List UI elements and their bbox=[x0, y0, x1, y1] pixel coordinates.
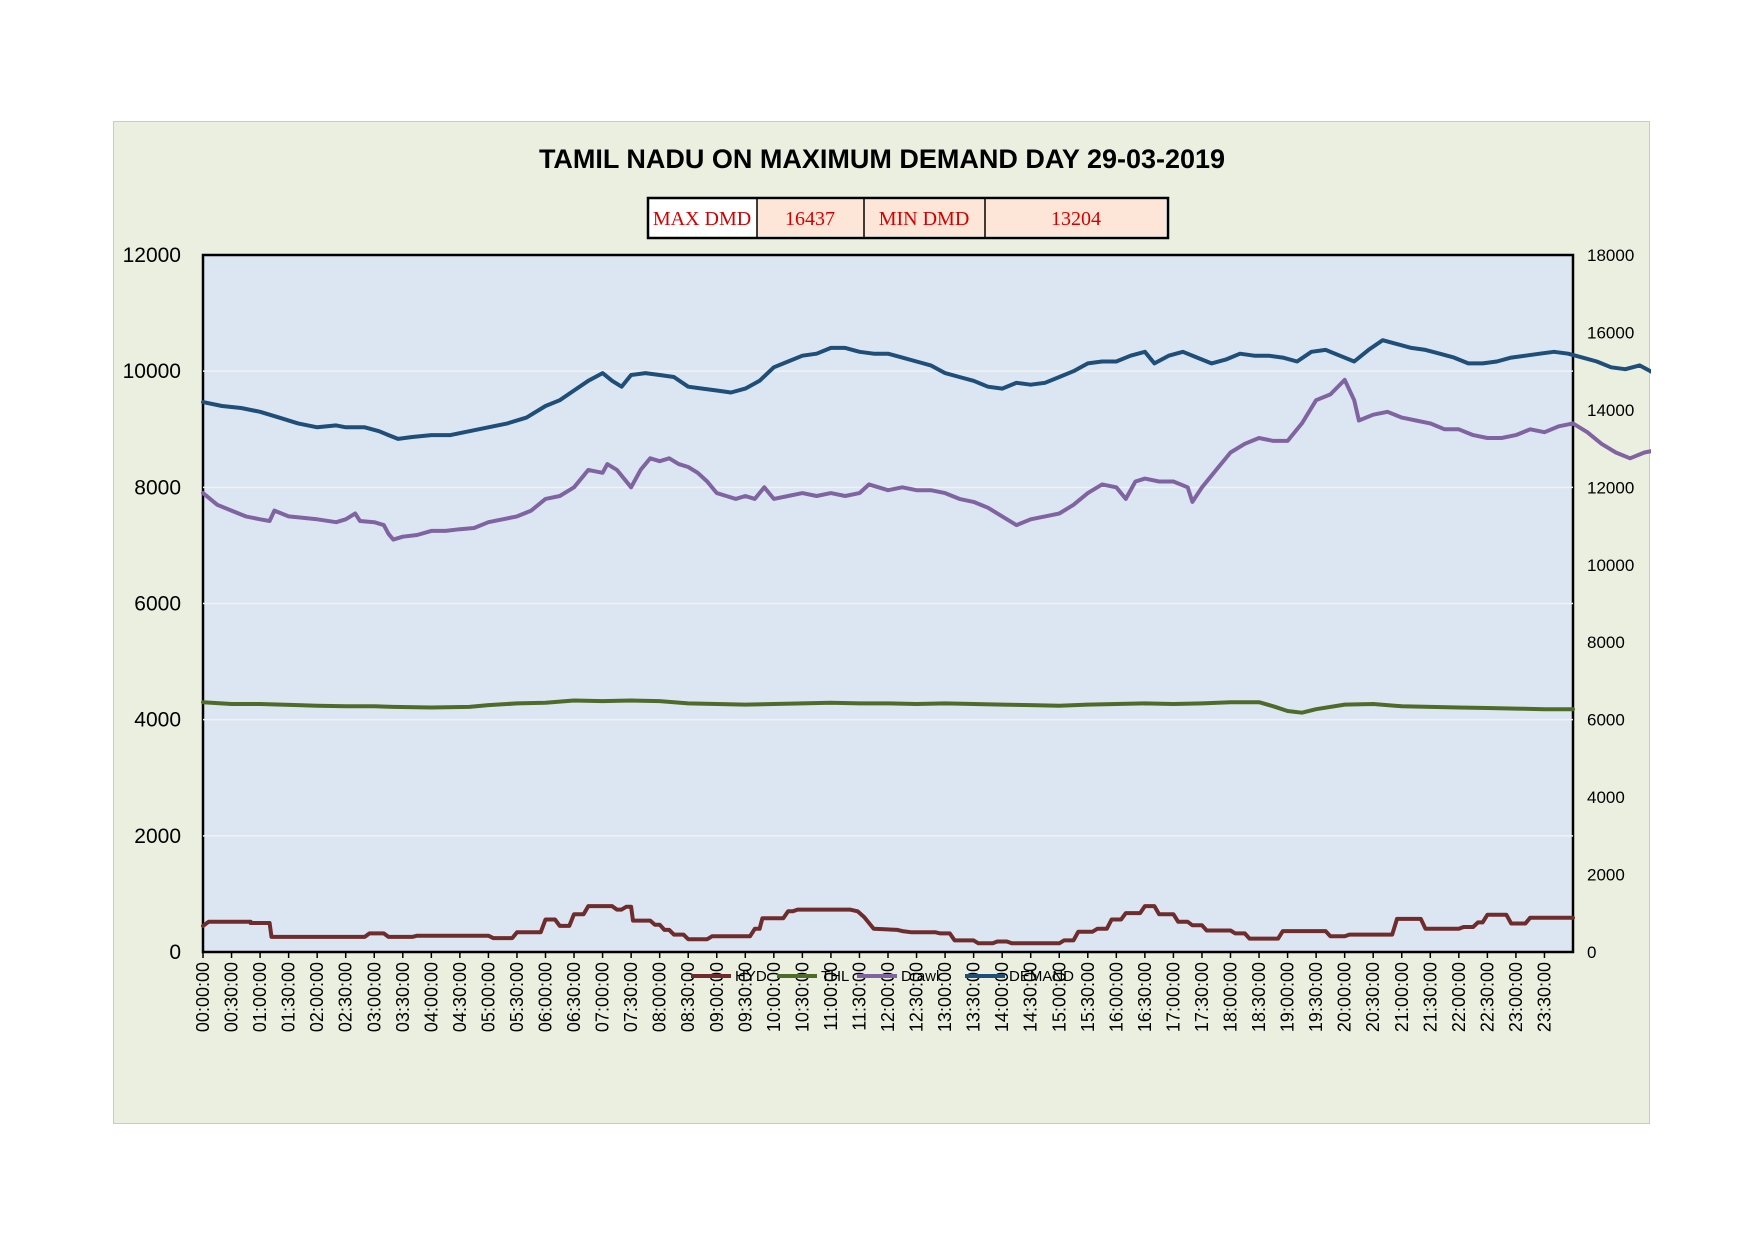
min-dmd-value: 13204 bbox=[1051, 208, 1101, 230]
legend-label-hyd: HYD bbox=[735, 968, 767, 985]
gridlines bbox=[203, 370, 1573, 837]
x-tick-label: 17:00:00 bbox=[1163, 962, 1183, 1032]
legend-label-thl: THL bbox=[821, 968, 849, 985]
x-tick-label: 08:30:00 bbox=[678, 962, 698, 1032]
x-tick-label: 11:00:00 bbox=[821, 962, 841, 1031]
x-tick-label: 02:00:00 bbox=[307, 962, 327, 1032]
x-tick-label: 17:30:00 bbox=[1192, 962, 1212, 1032]
series-line-drawl bbox=[201, 377, 1651, 542]
x-tick-label: 19:30:00 bbox=[1306, 962, 1326, 1032]
series-line-hyd bbox=[201, 904, 1575, 946]
x-tick-label: 10:00:00 bbox=[764, 962, 784, 1032]
x-tick-label: 04:30:00 bbox=[450, 962, 470, 1032]
x-tick-label: 14:30:00 bbox=[1021, 962, 1041, 1032]
x-tick-label: 20:00:00 bbox=[1335, 962, 1355, 1032]
x-tick-label: 03:00:00 bbox=[364, 962, 384, 1032]
x-tick-label: 06:30:00 bbox=[564, 962, 584, 1032]
legend-label-demand: DEMAND bbox=[1009, 968, 1074, 985]
x-tick-label: 09:00:00 bbox=[707, 962, 727, 1032]
x-tick-label: 12:00:00 bbox=[878, 962, 898, 1032]
x-tick-label: 11:30:00 bbox=[849, 962, 869, 1031]
left-tick-label: 10000 bbox=[123, 360, 181, 383]
x-tick-label: 09:30:00 bbox=[735, 962, 755, 1032]
right-tick-label: 6000 bbox=[1587, 711, 1625, 730]
x-axis: 00:00:00 00:30:00 01:00:00 01:30:00 02:00:00… bbox=[193, 952, 1554, 1032]
x-tick-label: 16:00:00 bbox=[1106, 962, 1126, 1032]
x-tick-label: 13:30:00 bbox=[964, 962, 984, 1032]
stats-box: MAX DMD 16437 MIN DMD 13204 bbox=[646, 196, 1170, 240]
x-tick-label: 23:30:00 bbox=[1534, 962, 1554, 1032]
x-tick-label: 15:30:00 bbox=[1078, 962, 1098, 1032]
x-tick-label: 13:00:00 bbox=[935, 962, 955, 1032]
x-tick-label: 18:30:00 bbox=[1249, 962, 1269, 1032]
left-tick-label: 12000 bbox=[123, 244, 181, 267]
left-tick-label: 4000 bbox=[134, 709, 181, 732]
right-tick-label: 4000 bbox=[1587, 788, 1625, 807]
left-tick-label: 6000 bbox=[134, 593, 181, 616]
x-tick-label: 14:00:00 bbox=[992, 962, 1012, 1032]
x-tick-label: 21:30:00 bbox=[1420, 962, 1440, 1032]
right-tick-label: 14000 bbox=[1587, 401, 1634, 420]
x-tick-label: 07:00:00 bbox=[593, 962, 613, 1032]
x-tick-label: 20:30:00 bbox=[1363, 962, 1383, 1032]
chart-title: TAMIL NADU ON MAXIMUM DEMAND DAY 29-03-2… bbox=[539, 144, 1225, 174]
x-tick-label: 05:30:00 bbox=[507, 962, 527, 1032]
x-tick-label: 15:00:00 bbox=[1049, 962, 1069, 1032]
x-tick-label: 05:00:00 bbox=[478, 962, 498, 1032]
left-tick-label: 2000 bbox=[134, 825, 181, 848]
legend: HYD THL Drawl DEMAND bbox=[691, 968, 1074, 985]
x-tick-label: 06:00:00 bbox=[536, 962, 556, 1032]
x-tick-label: 04:00:00 bbox=[421, 962, 441, 1032]
min-dmd-label: MIN DMD bbox=[879, 208, 970, 230]
x-tick-label: 18:00:00 bbox=[1221, 962, 1241, 1032]
left-tick-label: 0 bbox=[169, 941, 181, 964]
right-axis: 0 2000 4000 6000 8000 10000 12000 14000 16000 180… bbox=[1587, 246, 1634, 962]
left-tick-label: 8000 bbox=[134, 476, 181, 499]
right-tick-label: 12000 bbox=[1587, 478, 1634, 497]
left-axis: 0 2000 4000 6000 8000 10000 12000 bbox=[123, 244, 181, 964]
max-dmd-label: MAX DMD bbox=[653, 208, 751, 230]
x-tick-label: 01:00:00 bbox=[250, 962, 270, 1032]
right-tick-label: 2000 bbox=[1587, 866, 1625, 885]
x-tick-label: 08:00:00 bbox=[650, 962, 670, 1032]
series-lines bbox=[201, 338, 1651, 946]
right-tick-label: 8000 bbox=[1587, 633, 1625, 652]
x-tick-label: 12:30:00 bbox=[907, 962, 927, 1032]
x-tick-label: 22:00:00 bbox=[1449, 962, 1469, 1032]
x-tick-label: 10:30:00 bbox=[792, 962, 812, 1032]
x-tick-label: 16:30:00 bbox=[1135, 962, 1155, 1032]
x-tick-label: 02:30:00 bbox=[336, 962, 356, 1032]
x-tick-label: 23:00:00 bbox=[1506, 962, 1526, 1032]
series-line-demand bbox=[201, 338, 1651, 441]
x-tick-label: 21:00:00 bbox=[1392, 962, 1412, 1032]
x-tick-label: 00:00:00 bbox=[193, 962, 213, 1032]
right-tick-label: 0 bbox=[1587, 943, 1596, 962]
x-tick-label: 19:00:00 bbox=[1278, 962, 1298, 1032]
x-tick-label: 01:30:00 bbox=[279, 962, 299, 1032]
right-tick-label: 10000 bbox=[1587, 556, 1634, 575]
chart-svg: TAMIL NADU ON MAXIMUM DEMAND DAY 29-03-2… bbox=[123, 144, 1651, 1032]
x-tick-label: 00:30:00 bbox=[222, 962, 242, 1032]
x-tick-label: 22:30:00 bbox=[1477, 962, 1497, 1032]
x-tick-label: 07:30:00 bbox=[621, 962, 641, 1032]
series-line-thl bbox=[201, 698, 1575, 715]
x-tick-label: 03:30:00 bbox=[393, 962, 413, 1032]
legend-label-drawl: Drawl bbox=[901, 968, 939, 985]
right-tick-label: 16000 bbox=[1587, 323, 1634, 342]
chart-frame: TAMIL NADU ON MAXIMUM DEMAND DAY 29-03-2… bbox=[113, 121, 1651, 1124]
max-dmd-value: 16437 bbox=[785, 208, 835, 230]
right-tick-label: 18000 bbox=[1587, 246, 1634, 265]
